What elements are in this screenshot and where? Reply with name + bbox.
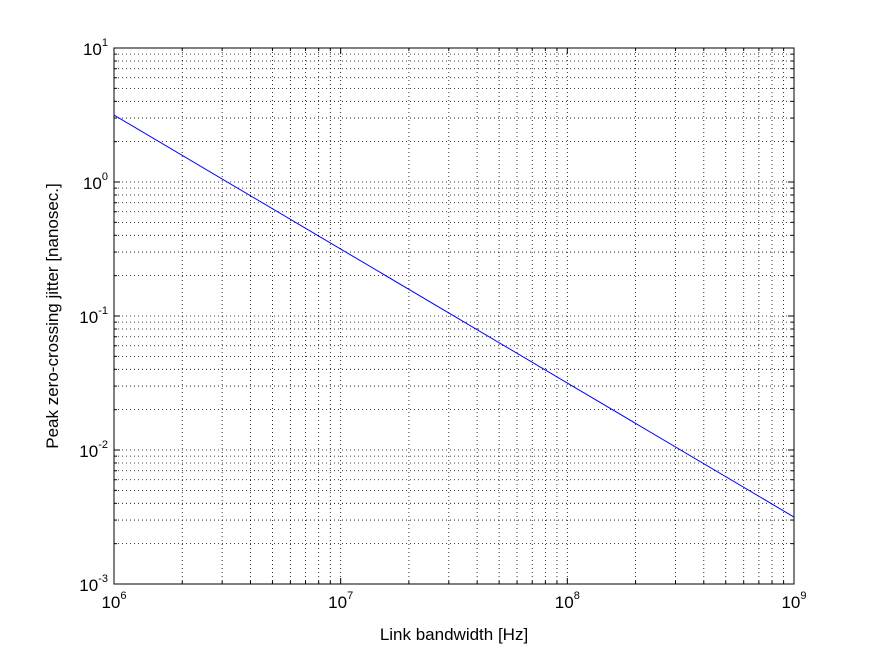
series-group: [113, 114, 795, 518]
grid-lines: [114, 48, 794, 584]
y-tick-label: 101: [83, 37, 108, 59]
x-tick-labels: 106 107 108 109: [101, 590, 806, 612]
x-tick-label: 108: [555, 590, 580, 612]
x-tick-label: 109: [781, 590, 806, 612]
x-tick-label: 106: [101, 590, 126, 612]
series-line-1: [113, 114, 795, 518]
y-tick-label: 10-2: [79, 439, 108, 461]
y-tick-label: 10-1: [79, 305, 108, 327]
x-axis-label: Link bandwidth [Hz]: [380, 625, 528, 644]
y-tick-label: 100: [83, 171, 108, 193]
plot-frame: [113, 47, 795, 585]
y-tick-label: 10-3: [79, 573, 108, 595]
y-axis-label: Peak zero-crossing jitter [nanosec.]: [43, 183, 62, 449]
y-tick-labels: 10-3 10-2 10-1 100 101: [79, 37, 108, 595]
x-tick-label: 107: [328, 590, 353, 612]
